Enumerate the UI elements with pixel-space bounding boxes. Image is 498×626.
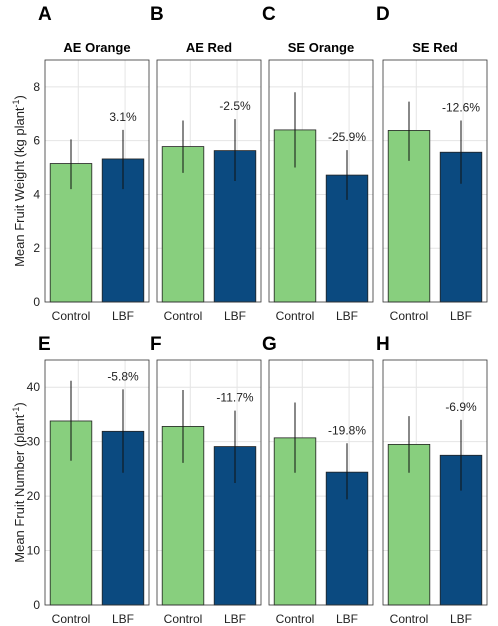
percent-change-label-h: -6.9% [445,400,477,414]
x-tick-label-control: Control [390,309,429,323]
y-tick-label: 20 [27,489,41,503]
x-tick-label-control: Control [164,309,203,323]
panel-letter-d: D [376,4,390,25]
y-tick-label: 40 [27,380,41,394]
x-tick-label-lbf: LBF [112,309,134,323]
x-tick-label-lbf: LBF [450,612,472,626]
x-tick-label-control: Control [164,612,203,626]
axis-box-h [382,359,488,606]
percent-change-label-d: -12.6% [442,101,480,115]
x-tick-label-lbf: LBF [112,612,134,626]
x-tick-label-control: Control [276,309,315,323]
percent-change-label-g: -19.8% [328,423,366,437]
x-tick-label-control: Control [390,612,429,626]
y-axis-label-a: Mean Fruit Weight (kg plant-1) [11,95,27,267]
y-axis-label-e: Mean Fruit Number (plant-1) [11,402,27,562]
percent-change-label-a: 3.1% [109,110,137,124]
percent-change-label-e: -5.8% [107,369,139,383]
y-tick-label: 8 [33,80,40,94]
panel-title-b: AE Red [186,40,232,55]
panel-title-a: AE Orange [63,40,130,55]
x-tick-label-control: Control [276,612,315,626]
axis-box-e [44,359,150,606]
axis-box-a [44,59,150,303]
panel-letter-e: E [38,334,51,355]
axis-box-g [268,359,374,606]
x-tick-label-lbf: LBF [224,309,246,323]
x-tick-label-lbf: LBF [450,309,472,323]
y-tick-label: 30 [27,435,41,449]
panel-letter-b: B [150,4,164,25]
panel-title-c: SE Orange [288,40,354,55]
percent-change-label-f: -11.7% [216,391,253,405]
panel-letter-f: F [150,334,162,355]
percent-change-label-c: -25.9% [328,130,366,144]
axis-box-c [268,59,374,303]
x-tick-label-lbf: LBF [336,612,358,626]
y-tick-label: 10 [27,544,41,558]
axis-box-d [382,59,488,303]
panel-letter-h: H [376,334,390,355]
panel-letter-c: C [262,4,276,25]
axis-box-b [156,59,262,303]
panel-letter-g: G [262,334,277,355]
x-tick-label-control: Control [52,309,91,323]
y-tick-label: 0 [33,598,40,612]
percent-change-label-b: -2.5% [219,99,251,113]
x-tick-label-lbf: LBF [224,612,246,626]
y-tick-label: 0 [33,295,40,309]
x-tick-label-control: Control [52,612,91,626]
y-tick-label: 2 [33,241,40,255]
panel-letter-a: A [38,4,52,25]
panel-title-d: SE Red [412,40,458,55]
x-tick-label-lbf: LBF [336,309,358,323]
y-tick-label: 6 [33,134,40,148]
y-tick-label: 4 [33,187,40,201]
axis-box-f [156,359,262,606]
